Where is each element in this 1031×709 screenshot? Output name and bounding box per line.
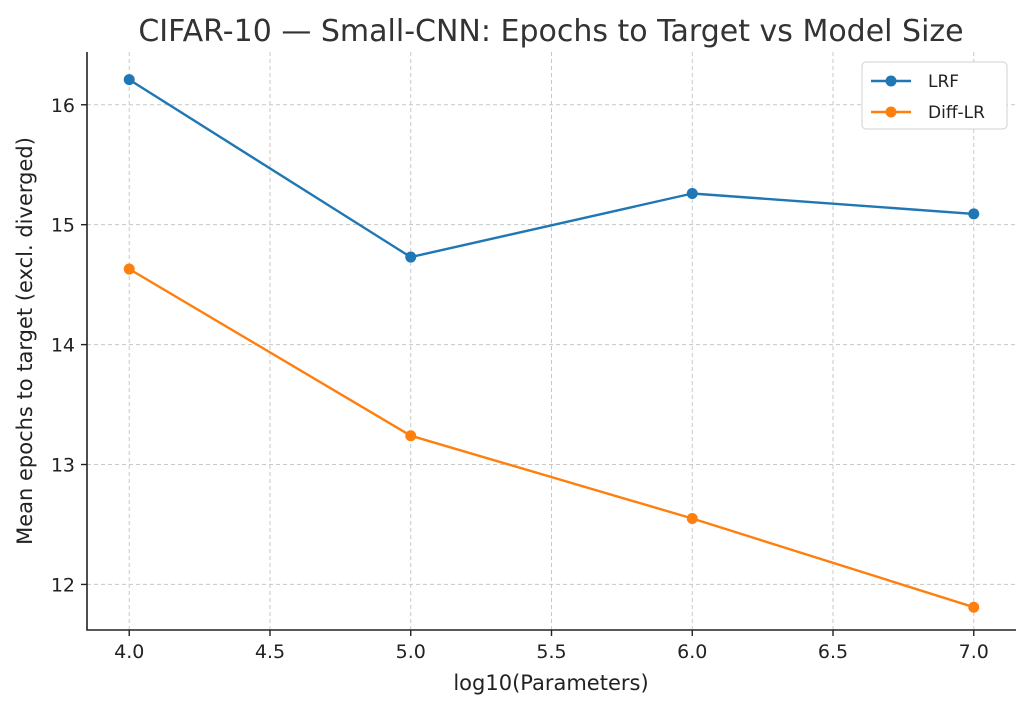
data-point-lrf [123, 74, 135, 86]
grid [87, 52, 1016, 630]
x-tick-label: 6.5 [818, 641, 848, 663]
series-layer [123, 74, 980, 613]
data-point-diff-lr [123, 263, 135, 275]
y-axis-label: Mean epochs to target (excl. diverged) [13, 137, 37, 545]
data-point-lrf [686, 188, 698, 200]
data-point-lrf [968, 208, 980, 220]
x-tick-label: 7.0 [959, 641, 989, 663]
x-tick-label: 6.0 [677, 641, 707, 663]
data-point-diff-lr [405, 430, 417, 442]
legend-marker-diff-lr [885, 106, 897, 118]
chart-title: CIFAR-10 — Small-CNN: Epochs to Target v… [138, 14, 963, 49]
axes [86, 52, 1016, 631]
series-line-lrf [128, 78, 974, 259]
legend-label-lrf: LRF [928, 72, 959, 92]
legend-marker-lrf [885, 75, 897, 87]
data-point-diff-lr [686, 512, 698, 524]
y-tick-label: 12 [51, 574, 75, 596]
y-tick-label: 16 [51, 95, 75, 117]
x-tick-label: 5.5 [536, 641, 566, 663]
x-tick-label: 4.0 [114, 641, 144, 663]
legend-label-diff-lr: Diff-LR [928, 103, 985, 123]
tick-labels: 4.0 4.5 5.0 5.5 6.0 6.5 7.0 12 13 14 15 16 [51, 95, 989, 663]
axes-frame [86, 52, 1016, 631]
x-tick-label: 4.5 [255, 641, 285, 663]
series-line-diff-lr [128, 267, 975, 609]
y-tick-label: 13 [51, 455, 75, 477]
y-tick-label: 14 [51, 335, 75, 357]
legend: LRF Diff-LR [861, 61, 1008, 130]
y-tick-label: 15 [51, 215, 75, 237]
data-point-lrf [405, 251, 417, 263]
x-tick-label: 5.0 [396, 641, 426, 663]
x-axis-label: log10(Parameters) [453, 671, 648, 695]
data-point-diff-lr [968, 601, 980, 613]
